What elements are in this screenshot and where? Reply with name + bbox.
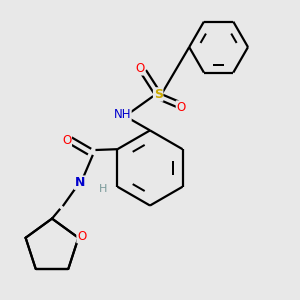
Text: O: O (136, 62, 145, 75)
Text: S: S (154, 88, 163, 101)
Text: O: O (62, 134, 71, 147)
Text: O: O (77, 230, 86, 243)
Text: NH: NH (113, 108, 131, 121)
Text: N: N (75, 176, 85, 189)
Text: H: H (98, 184, 107, 194)
Text: O: O (176, 101, 186, 114)
